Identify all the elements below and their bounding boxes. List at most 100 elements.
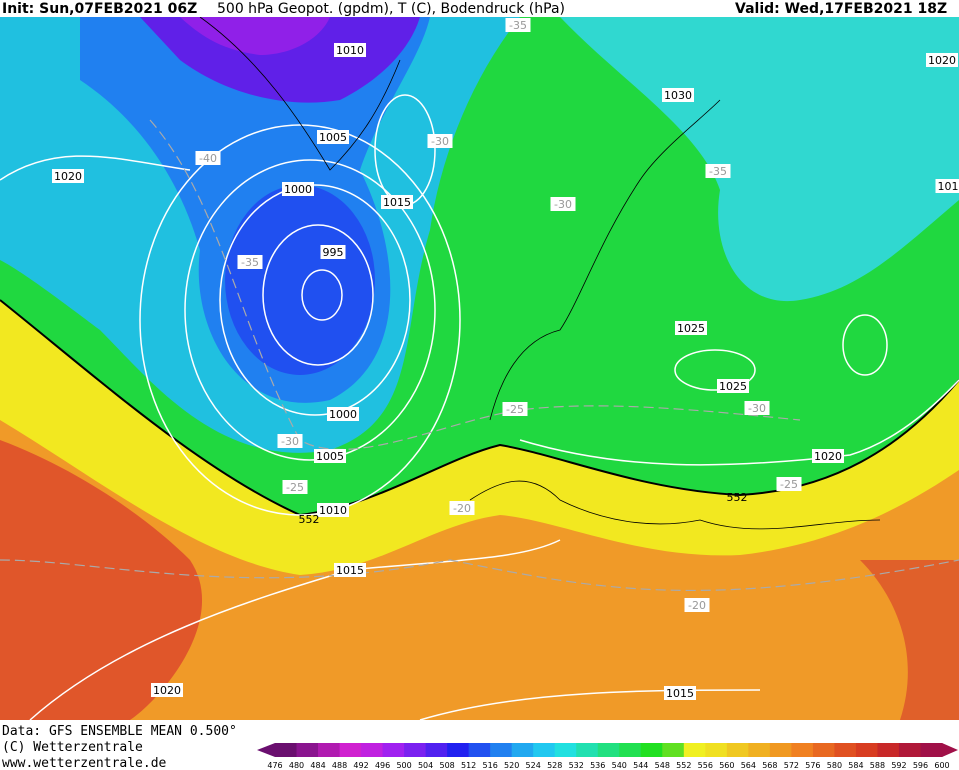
colorbar-label: 488 (332, 761, 347, 770)
isotherm-label-box (282, 480, 308, 494)
colorbar-label: 556 (698, 761, 713, 770)
coastline (489, 99, 721, 421)
colorbar-label: 496 (375, 761, 390, 770)
colorbar-swatch (554, 743, 577, 757)
colorbar-label: 504 (418, 761, 433, 770)
isobar (184, 159, 436, 461)
colorbar-swatch (361, 743, 384, 757)
colorbar-swatch (726, 743, 749, 757)
colorbar-label: 536 (590, 761, 605, 770)
colorbar-swatch (855, 743, 878, 757)
isotherm-label: -35 (241, 256, 259, 269)
colorbar-label: 480 (289, 761, 304, 770)
colorbar-label: 520 (504, 761, 519, 770)
isobar-label: 995 (323, 246, 344, 259)
colorbar-swatch (447, 743, 470, 757)
colorbar-label: 552 (676, 761, 691, 770)
field-red-east (860, 560, 959, 720)
colorbar-arrow-right (942, 743, 958, 757)
colorbar-label: 484 (310, 761, 325, 770)
colorbar-swatch (576, 743, 599, 757)
colorbar-swatch (791, 743, 814, 757)
colorbar-label: 540 (612, 761, 627, 770)
colorbar-label: 584 (848, 761, 863, 770)
isotherm-label-box (195, 151, 221, 165)
colorbar: 476 480 484 488 492 496 500 504 508 512 516 520 524 5… (257, 743, 958, 770)
colorbar-swatch (662, 743, 685, 757)
coastline (199, 16, 401, 171)
colorbar-swatch (640, 743, 663, 757)
colorbar-label: 596 (913, 761, 928, 770)
isobar-label-box (664, 686, 696, 700)
isobar-label: 1015 (383, 196, 411, 209)
isobar (519, 379, 959, 466)
colorbar-label: 532 (569, 761, 584, 770)
isobar-label-box (334, 563, 366, 577)
height-label: 552 (299, 513, 320, 526)
field-red (0, 440, 203, 720)
colorbar-swatch (318, 743, 341, 757)
isobar (139, 124, 461, 516)
isotherm-label: -30 (281, 435, 299, 448)
colorbar-label: 544 (633, 761, 648, 770)
colorbar-label: 492 (353, 761, 368, 770)
colorbar-label: 500 (396, 761, 411, 770)
colorbar-label: 568 (762, 761, 777, 770)
colorbar-label: 588 (870, 761, 885, 770)
isobar-label-box (282, 182, 314, 196)
isotherm-label-box (449, 501, 475, 515)
colorbar-swatch (597, 743, 620, 757)
field-yellow (0, 300, 959, 575)
colorbar-label: 524 (526, 761, 541, 770)
colorbar-swatch (812, 743, 835, 757)
coastline (469, 480, 881, 530)
colorbar-swatch (834, 743, 857, 757)
colorbar-swatch (404, 743, 427, 757)
valid-time: Valid: Wed,17FEB2021 18Z (735, 1, 947, 17)
isobar-label: 1025 (719, 380, 747, 393)
colorbar-label: 580 (827, 761, 842, 770)
colorbar-swatch (619, 743, 642, 757)
field-violet (180, 17, 330, 55)
contour-labels: 1010 1030 1020 1005 1020 1000 1015 995 1025 1025 1… (52, 18, 959, 700)
colorbar-swatch (683, 743, 706, 757)
colorbar-swatch (468, 743, 491, 757)
colorbar-swatch (275, 743, 298, 757)
colorbar-swatch (339, 743, 362, 757)
isotherm-label: -35 (509, 19, 527, 32)
isotherm-label-box (550, 197, 576, 211)
colorbar-label: 560 (719, 761, 734, 770)
field-cyan-east (560, 17, 959, 302)
isobars (0, 94, 959, 721)
isobar (262, 224, 374, 366)
colorbar-swatch (490, 743, 513, 757)
colorbar-swatch (425, 743, 448, 757)
isobar-label: 1020 (54, 170, 82, 183)
isobar-label-box (327, 407, 359, 421)
colorbar-arrow-left (257, 743, 275, 757)
isobar-label-box (151, 683, 183, 697)
isobar-label-box (317, 130, 349, 144)
isobar (674, 349, 756, 391)
isotherm-label-box (427, 134, 453, 148)
field-blue-low (225, 185, 375, 375)
colorbar-swatch (877, 743, 900, 757)
colorbar-label: 592 (891, 761, 906, 770)
colorbar-label: 516 (483, 761, 498, 770)
isotherm (0, 559, 959, 592)
fields (0, 17, 959, 720)
isobar-label: 1015 (666, 687, 694, 700)
isotherm-label: -35 (709, 165, 727, 178)
header-bg (0, 0, 959, 17)
map-title: 500 hPa Geopot. (gpdm), T (C), Bodendruc… (217, 1, 565, 17)
isobar-label: 1020 (928, 54, 956, 67)
colorbar-swatch (296, 743, 319, 757)
colorbar-label: 512 (461, 761, 476, 770)
colorbar-label: 564 (741, 761, 756, 770)
isotherm-label: -40 (199, 152, 217, 165)
isotherm-label-box (502, 402, 528, 416)
isotherms (0, 119, 959, 592)
isotherm-label-box (684, 598, 710, 612)
isobar (219, 184, 411, 416)
